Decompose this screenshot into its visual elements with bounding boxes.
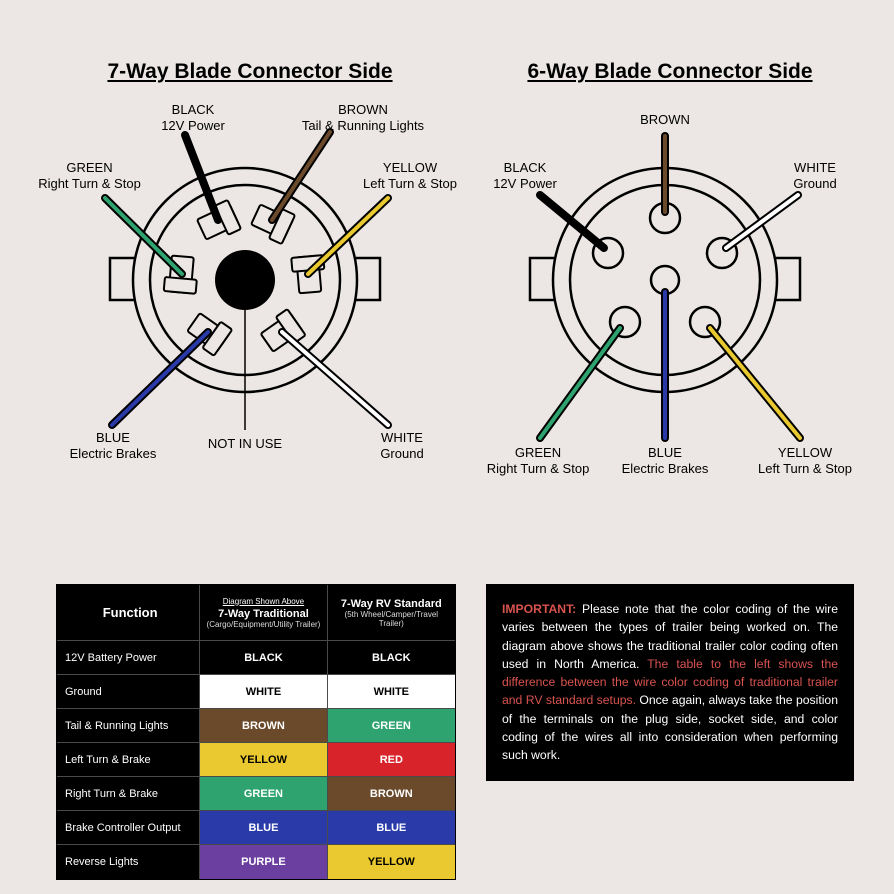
trad-cell: BLUE [200, 811, 327, 845]
label-7-yellow: YELLOWLeft Turn & Stop [355, 160, 465, 193]
fn-cell: Brake Controller Output [57, 811, 200, 845]
important-note: IMPORTANT: Please note that the color co… [486, 584, 854, 781]
fn-cell: Left Turn & Brake [57, 743, 200, 777]
fn-cell: Reverse Lights [57, 845, 200, 879]
trad-cell: PURPLE [200, 845, 327, 879]
rv-cell: WHITE [328, 675, 455, 709]
label-6-blue: BLUEElectric Brakes [615, 445, 715, 478]
six-way-connector [530, 136, 800, 438]
label-6-white: WHITEGround [775, 160, 855, 193]
table-row: 12V Battery PowerBLACKBLACK [57, 641, 455, 675]
fn-cell: 12V Battery Power [57, 641, 200, 675]
rv-cell: GREEN [328, 709, 455, 743]
table-row: Right Turn & BrakeGREENBROWN [57, 777, 455, 811]
label-6-brown: BROWN [630, 112, 700, 128]
table-row: GroundWHITEWHITE [57, 675, 455, 709]
table-row: Brake Controller OutputBLUEBLUE [57, 811, 455, 845]
th-function: Function [57, 585, 200, 641]
label-7-blue: BLUEElectric Brakes [58, 430, 168, 463]
trad-cell: YELLOW [200, 743, 327, 777]
rv-cell: BLUE [328, 811, 455, 845]
trad-cell: GREEN [200, 777, 327, 811]
color-coding-table: Function Diagram Shown Above 7-Way Tradi… [56, 584, 456, 880]
label-7-black: BLACK12V Power [153, 102, 233, 135]
fn-cell: Ground [57, 675, 200, 709]
th-rv: 7-Way RV Standard (5th Wheel/Camper/Trav… [328, 585, 455, 641]
label-6-yellow: YELLOWLeft Turn & Stop [750, 445, 860, 478]
rv-cell: BROWN [328, 777, 455, 811]
table-row: Reverse LightsPURPLEYELLOW [57, 845, 455, 879]
table-row: Left Turn & BrakeYELLOWRED [57, 743, 455, 777]
label-6-black: BLACK12V Power [480, 160, 570, 193]
rv-cell: RED [328, 743, 455, 777]
th-traditional: Diagram Shown Above 7-Way Traditional (C… [200, 585, 327, 641]
fn-cell: Right Turn & Brake [57, 777, 200, 811]
label-6-green: GREENRight Turn & Stop [478, 445, 598, 478]
rv-cell: YELLOW [328, 845, 455, 879]
table-row: Tail & Running LightsBROWNGREEN [57, 709, 455, 743]
seven-way-connector [105, 132, 388, 430]
label-7-brown: BROWNTail & Running Lights [288, 102, 438, 135]
trad-cell: BLACK [200, 641, 327, 675]
fn-cell: Tail & Running Lights [57, 709, 200, 743]
trad-cell: WHITE [200, 675, 327, 709]
label-7-green: GREENRight Turn & Stop [32, 160, 147, 193]
label-7-notuse: NOT IN USE [200, 436, 290, 452]
rv-cell: BLACK [328, 641, 455, 675]
trad-cell: BROWN [200, 709, 327, 743]
label-7-white: WHITEGround [362, 430, 442, 463]
